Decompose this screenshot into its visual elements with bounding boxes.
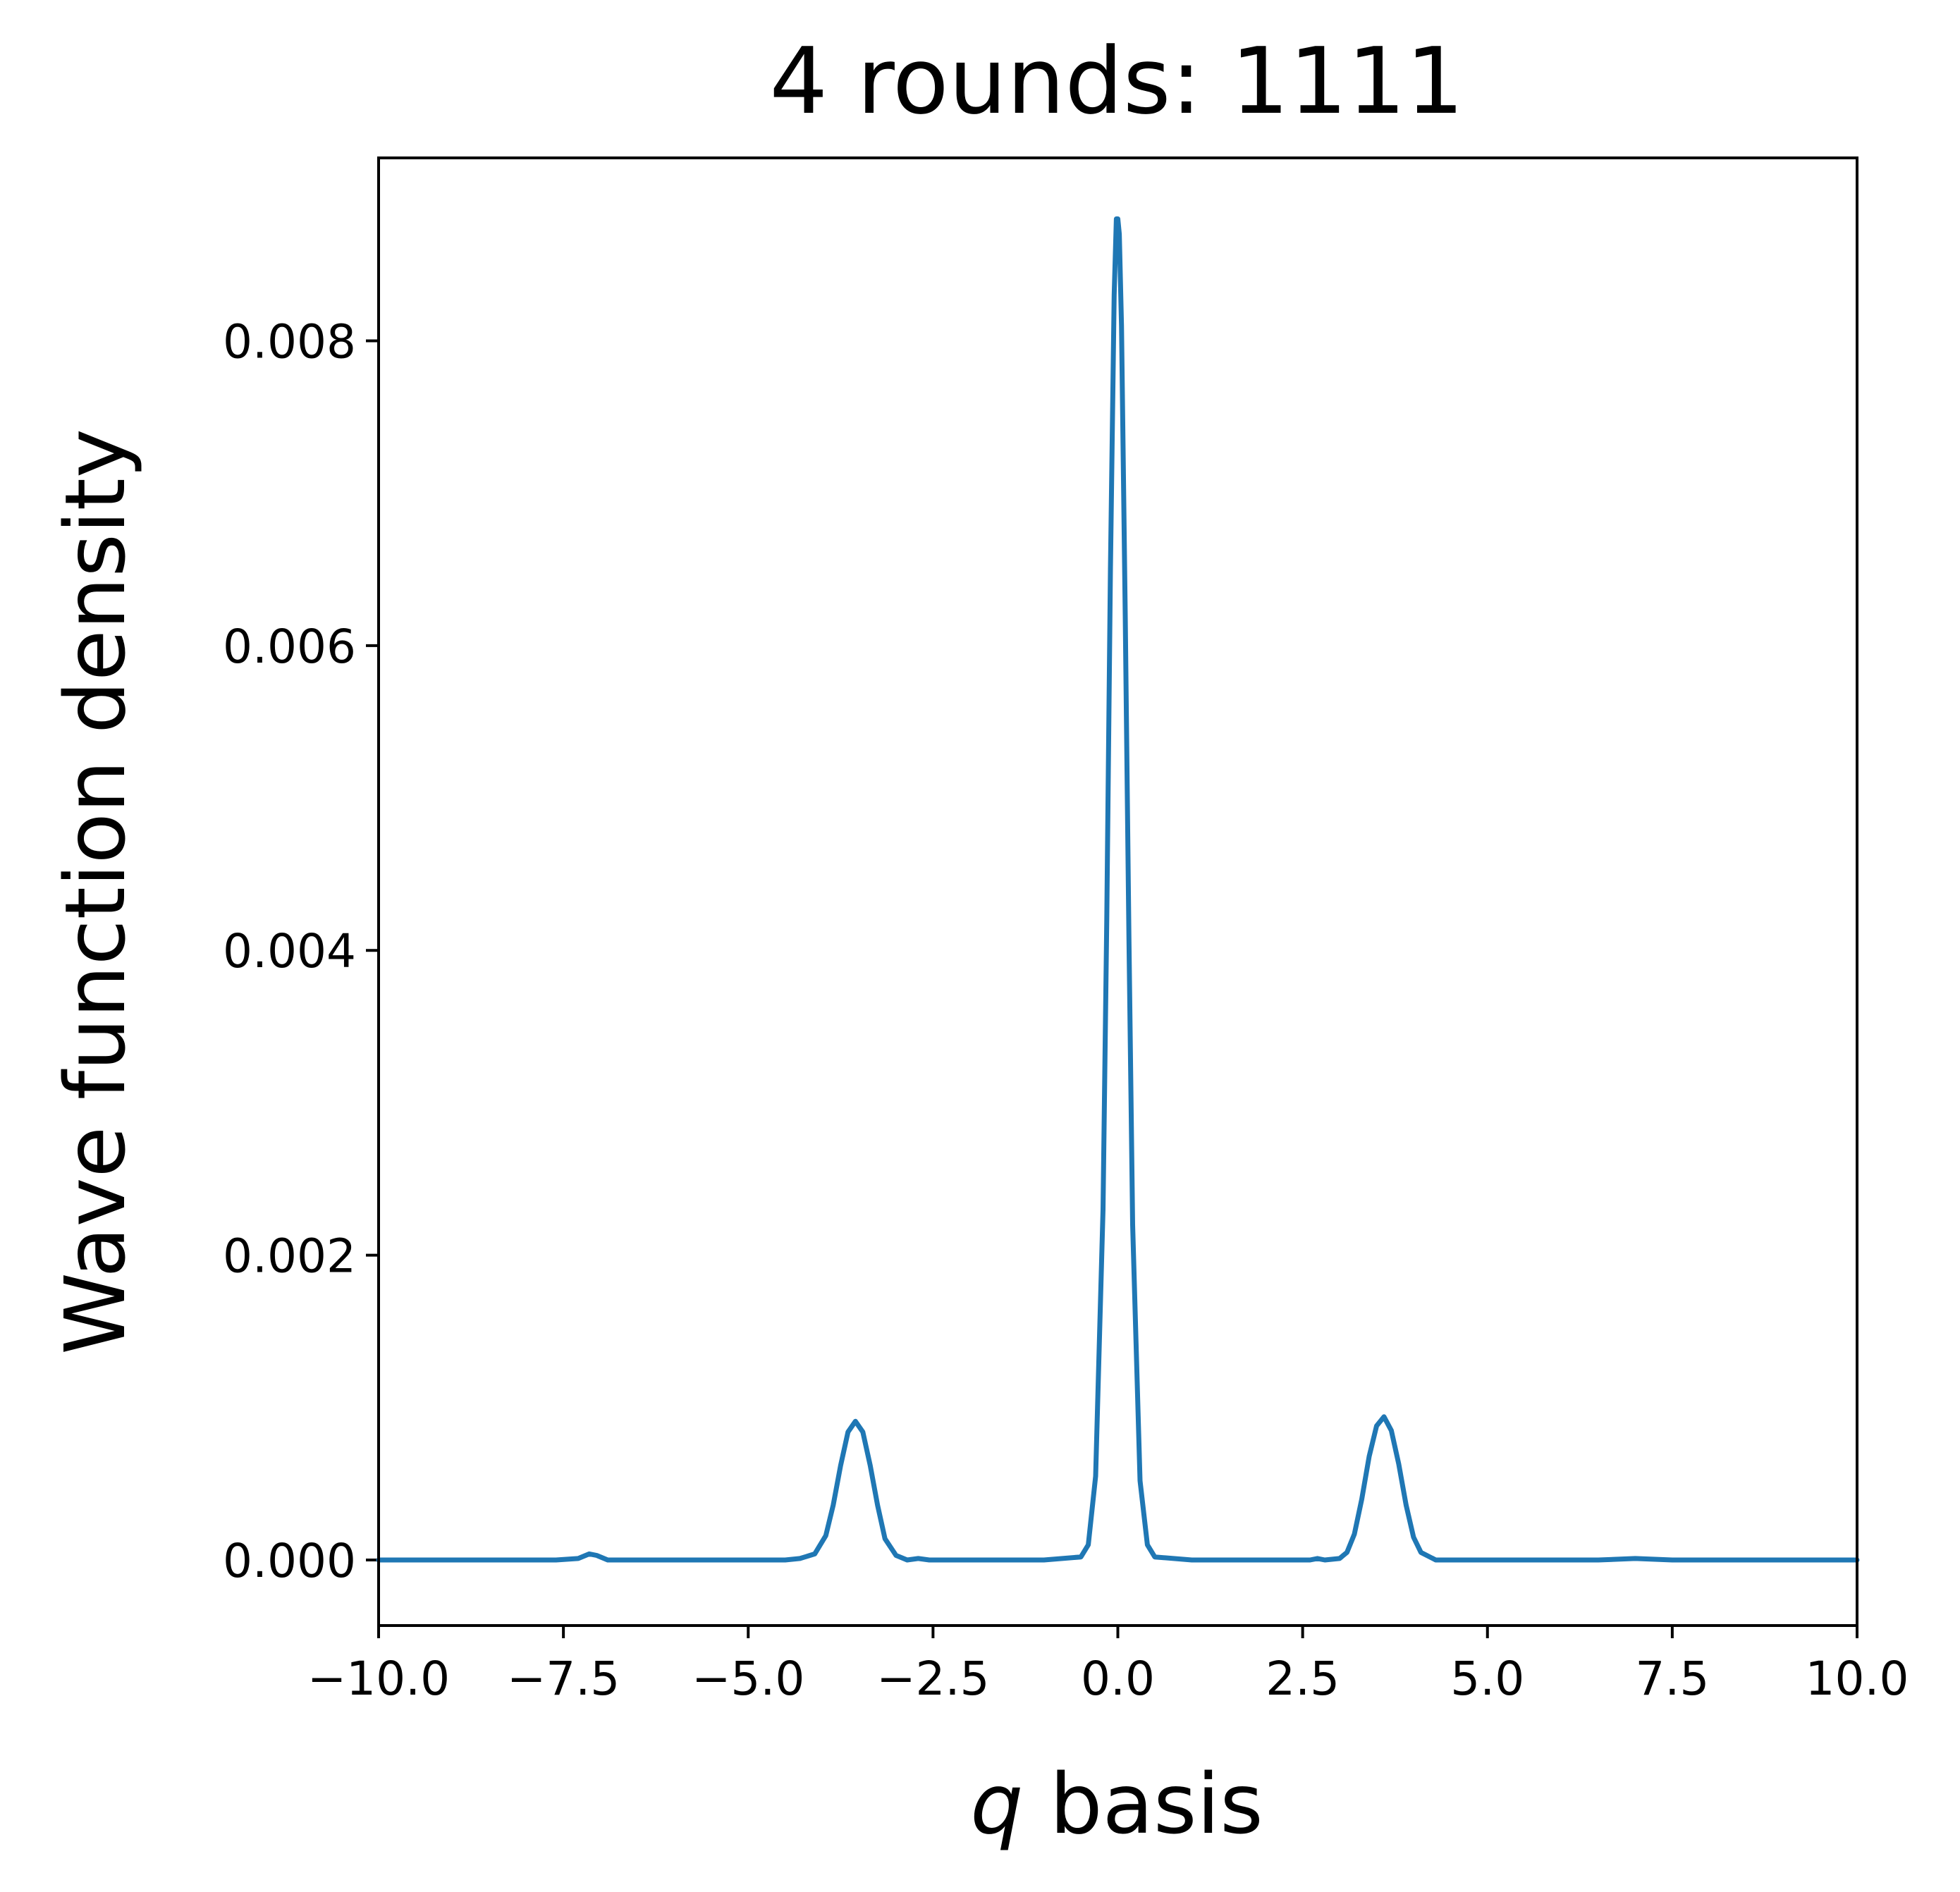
- x-axis: −10.0 −7.5 −5.0 −2.5 0.0 2.5 5.0 7.5 10.0: [307, 1626, 1909, 1706]
- axes-frame: [377, 156, 1858, 1627]
- x-tick-label: 0.0: [1081, 1652, 1155, 1706]
- y-axis-label: Wave function density: [47, 429, 144, 1355]
- x-axis-label: q basis: [970, 1755, 1263, 1853]
- y-tick-label: 0.006: [223, 620, 356, 674]
- plot-area: [376, 216, 1860, 1563]
- x-tick-label: 7.5: [1635, 1652, 1709, 1706]
- y-tick-label: 0.008: [223, 314, 356, 369]
- x-tick-label: 2.5: [1266, 1652, 1340, 1706]
- x-axis-label-variable: q: [970, 1755, 1023, 1853]
- y-tick-label: 0.000: [223, 1534, 356, 1588]
- x-tick-label: −5.0: [692, 1652, 804, 1706]
- y-tick-label: 0.004: [223, 924, 356, 978]
- series-line-0: [376, 216, 1860, 1563]
- x-tick-label: 10.0: [1806, 1652, 1909, 1706]
- x-tick-label: −10.0: [307, 1652, 450, 1706]
- x-axis-label-text: basis: [1023, 1755, 1263, 1853]
- x-tick-label: −2.5: [876, 1652, 989, 1706]
- chart-title: 4 rounds: 1111: [769, 27, 1464, 135]
- y-tick-label: 0.002: [223, 1229, 356, 1284]
- y-axis: 0.000 0.002 0.004 0.006 0.008: [223, 314, 379, 1588]
- x-tick-label: 5.0: [1450, 1652, 1524, 1706]
- x-tick-label: −7.5: [507, 1652, 620, 1706]
